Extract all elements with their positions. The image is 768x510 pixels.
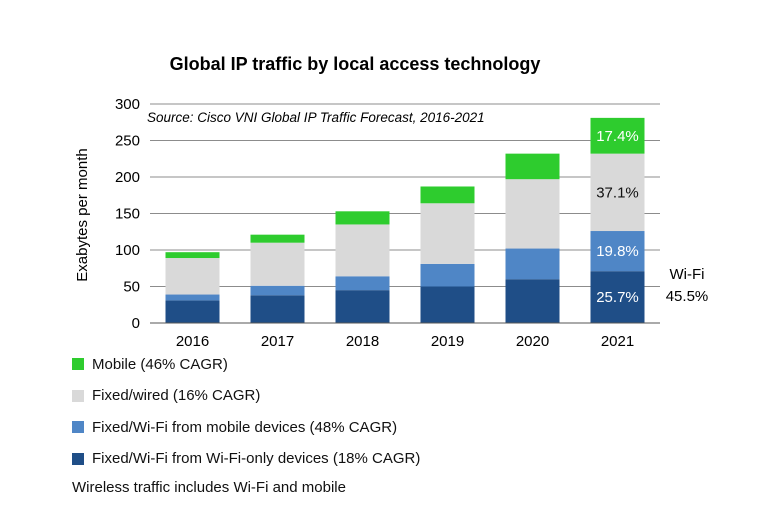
- bar-segment: [590, 153, 645, 232]
- legend-label: Mobile (46% CAGR): [92, 355, 228, 373]
- legend-swatch: [72, 389, 84, 402]
- legend-item: Fixed/Wi-Fi from Wi-Fi-only devices (18%…: [72, 450, 421, 467]
- legend-label: Fixed/Wi-Fi from Wi-Fi-only devices (18%…: [92, 450, 421, 467]
- y-tick-label: 0: [132, 315, 140, 332]
- bar-segment: [165, 300, 220, 323]
- bar-segment: [505, 179, 560, 249]
- data-label: 25.7%: [596, 289, 639, 306]
- bar-segment: [335, 290, 390, 323]
- bar-segment: [590, 231, 645, 272]
- bar-segment: [505, 153, 560, 180]
- x-axis-ticks: 2016 2017 2018 2019 2020 2021: [176, 333, 634, 350]
- bar-segment: [590, 271, 645, 323]
- legend-swatch: [72, 358, 84, 370]
- y-axis-ticks: 0 50 100 150 200 250 300: [115, 96, 140, 332]
- bar-segment: [420, 263, 475, 287]
- bar-segment: [250, 295, 305, 323]
- wifi-side-value: 45.5%: [666, 288, 709, 305]
- legend-swatch: [72, 421, 84, 433]
- bar-segment: [335, 224, 390, 277]
- y-tick-label: 200: [115, 169, 140, 186]
- data-label: 17.4%: [596, 128, 639, 145]
- y-tick-label: 50: [123, 279, 140, 296]
- bars: [165, 117, 645, 323]
- x-tick-label: 2020: [516, 333, 549, 350]
- y-axis-label: Exabytes per month: [74, 148, 91, 281]
- bar-segment: [505, 248, 560, 280]
- wifi-side-label: Wi-Fi: [670, 266, 705, 283]
- bar-segment: [250, 285, 305, 296]
- data-labels: 25.7% 19.8% 37.1% 17.4%: [596, 128, 639, 306]
- legend-item: Fixed/wired (16% CAGR): [72, 387, 420, 404]
- bar-segment: [335, 211, 390, 225]
- footnote: Wireless traffic includes Wi-Fi and mobi…: [72, 479, 346, 496]
- bar-segment: [165, 258, 220, 295]
- x-tick-label: 2021: [601, 333, 634, 350]
- bar-segment: [335, 276, 390, 291]
- bar-segment: [165, 294, 220, 301]
- legend-item: Mobile (46% CAGR): [72, 355, 420, 373]
- x-tick-label: 2017: [261, 333, 294, 350]
- data-label: 19.8%: [596, 243, 639, 260]
- bar-segment: [505, 279, 560, 323]
- bar-segment: [420, 186, 475, 204]
- bar-segment: [420, 286, 475, 323]
- bar-segment: [590, 117, 645, 154]
- gridlines: [150, 103, 660, 287]
- x-tick-label: 2016: [176, 333, 209, 350]
- bar-segment: [165, 252, 220, 259]
- y-tick-label: 150: [115, 206, 140, 223]
- y-tick-label: 100: [115, 242, 140, 259]
- x-tick-label: 2018: [346, 333, 379, 350]
- bar-segment: [420, 203, 475, 264]
- legend-swatch: [72, 452, 84, 465]
- legend-label: Fixed/Wi-Fi from mobile devices (48% CAG…: [92, 418, 398, 436]
- x-tick-label: 2019: [431, 333, 464, 350]
- bar-segment: [250, 242, 305, 286]
- source-annotation: Source: Cisco VNI Global IP Traffic Fore…: [147, 110, 485, 125]
- chart-legend: Mobile (46% CAGR) Fixed/wired (16% CAGR) F…: [72, 356, 420, 482]
- data-label: 37.1%: [596, 184, 639, 201]
- legend-item: Fixed/Wi-Fi from mobile devices (48% CAG…: [72, 418, 420, 436]
- y-tick-label: 300: [115, 96, 140, 113]
- y-tick-label: 250: [115, 133, 140, 150]
- legend-label: Fixed/wired (16% CAGR): [92, 387, 261, 404]
- chart-title: Global IP traffic by local access techno…: [170, 54, 541, 74]
- bar-segment: [250, 234, 305, 243]
